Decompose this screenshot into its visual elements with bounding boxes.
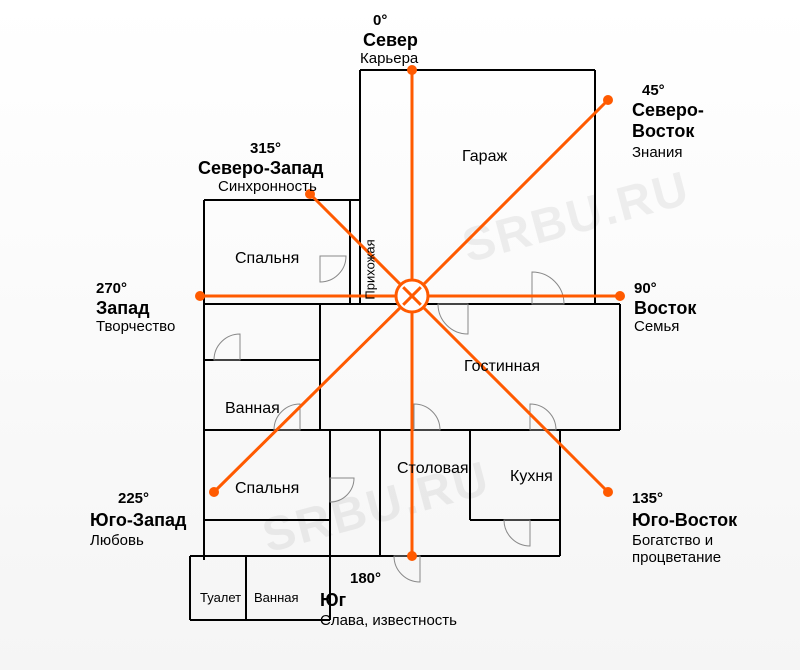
room-label: Ванная xyxy=(254,590,299,605)
diagram-stage: { "canvas": { "width": 800, "height": 67… xyxy=(0,0,800,670)
door-arc xyxy=(320,256,346,282)
direction-meaning: Любовь xyxy=(90,532,144,549)
compass-dot xyxy=(407,551,417,561)
direction-name: Северо-Восток xyxy=(632,100,704,141)
direction-meaning: Богатство ипроцветание xyxy=(632,532,721,567)
room-label: Прихожая xyxy=(363,239,378,299)
door-arc xyxy=(394,556,420,582)
room-label: Столовая xyxy=(397,460,469,478)
direction-degree: 0° xyxy=(373,12,387,29)
direction-name: Северо-Запад xyxy=(198,158,323,179)
door-arc xyxy=(414,404,440,430)
direction-meaning: Творчество xyxy=(96,318,175,335)
direction-meaning: Карьера xyxy=(360,50,418,67)
room-label: Гараж xyxy=(462,148,507,166)
direction-meaning: Слава, известность xyxy=(320,612,457,629)
room-label: Спальня xyxy=(235,480,299,498)
direction-degree: 135° xyxy=(632,490,663,507)
direction-name: Восток xyxy=(634,298,696,319)
direction-name: Запад xyxy=(96,298,150,319)
direction-degree: 180° xyxy=(350,570,381,587)
direction-name: Север xyxy=(363,30,418,51)
direction-degree: 315° xyxy=(250,140,281,157)
direction-degree: 225° xyxy=(118,490,149,507)
room-label: Кухня xyxy=(510,468,553,486)
door-arc xyxy=(532,272,564,304)
door-arc xyxy=(504,520,530,546)
room-label: Ванная xyxy=(225,400,280,418)
compass-dot xyxy=(603,95,613,105)
direction-name: Юго-Запад xyxy=(90,510,186,531)
compass-ray xyxy=(214,296,412,492)
direction-degree: 270° xyxy=(96,280,127,297)
direction-name: Юго-Восток xyxy=(632,510,737,531)
door-arc xyxy=(214,334,240,360)
compass-ray xyxy=(412,100,608,296)
direction-meaning: Синхронность xyxy=(218,178,317,195)
direction-name: Юг xyxy=(320,590,346,611)
room-label: Гостинная xyxy=(464,358,540,376)
door-arc xyxy=(438,304,468,334)
compass-dot xyxy=(615,291,625,301)
compass-dot xyxy=(209,487,219,497)
direction-degree: 90° xyxy=(634,280,657,297)
compass-dot xyxy=(603,487,613,497)
direction-meaning: Знания xyxy=(632,144,682,161)
compass-dot xyxy=(195,291,205,301)
door-arc xyxy=(330,478,354,502)
room-label: Туалет xyxy=(200,590,241,605)
direction-meaning: Семья xyxy=(634,318,679,335)
room-label: Спальня xyxy=(235,250,299,268)
direction-degree: 45° xyxy=(642,82,665,99)
